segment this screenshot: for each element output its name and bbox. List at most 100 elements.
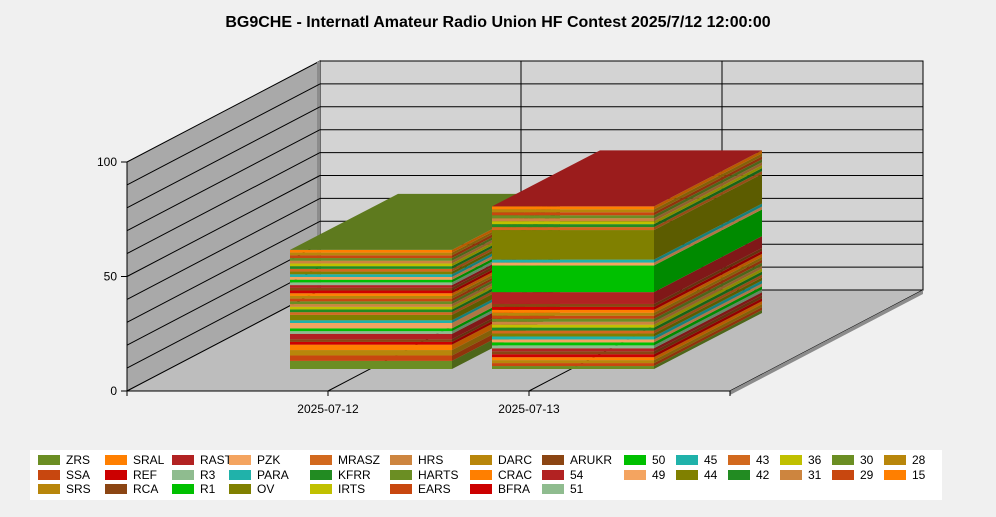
bar-side-HARTS — [654, 262, 762, 322]
bar-segment-49 — [492, 262, 654, 266]
legend-swatch — [728, 455, 750, 465]
bar-segment-BFRA — [290, 290, 452, 294]
bar-segment-15 — [290, 249, 452, 253]
bar-side-50 — [654, 209, 762, 293]
legend-label: HARTS — [418, 467, 459, 482]
legend-label: 42 — [756, 467, 770, 482]
bar-segment-45 — [290, 274, 452, 277]
legend-swatch — [676, 455, 698, 465]
bar-segment-ZRS — [290, 360, 452, 369]
x-tick-label: 2025-07-13 — [498, 402, 560, 416]
bar-segment-29 — [290, 255, 452, 259]
legend-label: 49 — [652, 467, 666, 482]
legend-swatch — [38, 469, 60, 480]
legend-label: R3 — [200, 467, 216, 482]
legend-label: 36 — [808, 453, 822, 467]
bar-side-EARS — [654, 259, 762, 319]
bar-segment-SRS — [290, 350, 452, 356]
legend-label: SRAL — [133, 453, 165, 467]
bar-segment-50 — [290, 279, 452, 283]
bar-side-44 — [654, 174, 762, 260]
bar-segment-31 — [290, 260, 452, 264]
bar-side-OV — [654, 277, 762, 337]
legend-swatch — [676, 469, 698, 480]
legend-swatch — [780, 455, 802, 465]
legend-label: EARS — [418, 482, 451, 496]
chart-3d-stacked-bar: 0 50 100 2025-07-12 2025-07-13 — [97, 60, 924, 416]
gridline-left — [126, 129, 321, 232]
legend-swatch — [542, 484, 564, 494]
legend-swatch — [105, 455, 127, 465]
bar-side-IRTS — [654, 268, 762, 328]
bar-segment-31 — [492, 218, 654, 222]
legend-label: PZK — [257, 453, 281, 467]
bar-segment-30 — [492, 215, 654, 219]
bar-segment-HARTS — [290, 301, 452, 305]
bar-side-R3 — [654, 289, 762, 349]
bar-segment-49 — [290, 276, 452, 280]
bar-segment-43 — [492, 227, 654, 231]
bar-side-SSA — [654, 307, 762, 367]
bar-segment-KFRR — [492, 327, 654, 331]
bar-side-45 — [654, 203, 762, 263]
gridline-left — [126, 175, 321, 277]
x-tick-label: 2025-07-12 — [297, 402, 359, 416]
bar-side-RAST — [654, 292, 762, 352]
legend-swatch — [470, 469, 492, 480]
legend-swatch — [542, 455, 564, 465]
bar-segment-R1 — [290, 328, 452, 332]
bar-segment-ARUKR — [290, 287, 452, 291]
bar-segment-PZK — [492, 339, 654, 343]
bar-segment-IRTS — [290, 306, 452, 310]
bar-side-HRS — [654, 265, 762, 325]
bar-side-28 — [654, 153, 762, 213]
bar-segment-PARA — [492, 336, 654, 340]
legend-label: ZRS — [66, 453, 90, 467]
bar-segment-36 — [290, 263, 452, 267]
bar-segment-SRS — [492, 360, 654, 364]
y-tick-label: 0 — [110, 384, 117, 398]
bar-side-49 — [654, 206, 762, 266]
legend-label: PARA — [257, 467, 289, 482]
bar-segment-HRS — [290, 304, 452, 307]
gridline-left — [126, 197, 321, 300]
legend-label: 31 — [808, 467, 822, 482]
bar-side-43 — [654, 171, 762, 231]
bar-side-RCA — [654, 295, 762, 355]
bar-side-SRS — [654, 304, 762, 364]
legend-swatch — [390, 484, 412, 494]
legend-label: MRASZ — [338, 453, 380, 467]
legend-swatch — [390, 469, 412, 480]
legend-swatch — [38, 484, 60, 494]
legend-swatch — [229, 455, 251, 465]
bar-segment-DARC — [492, 312, 654, 316]
legend-label: 28 — [912, 453, 926, 467]
legend-swatch — [884, 455, 906, 465]
bar-segment-OV — [492, 333, 654, 337]
legend-swatch — [310, 484, 332, 494]
legend-label: 29 — [860, 467, 874, 482]
bar-segment-REF — [492, 354, 654, 358]
bar-segment-15 — [492, 206, 654, 210]
legend-swatch — [390, 455, 412, 465]
bar-segment-SSA — [290, 355, 452, 361]
chart-legend: ZRS SSA SRS SRAL REF RCA RAST R3 R1 PZK PARA OV MRAS… — [30, 450, 942, 500]
bar-side-BFRA — [654, 250, 762, 310]
bar-side-54 — [654, 236, 762, 304]
bar-segment-R3 — [492, 345, 654, 349]
gridline-left — [126, 220, 321, 323]
bar-segment-OV — [290, 314, 452, 321]
bar-segment-RCA — [492, 351, 654, 355]
bar-side-29 — [654, 156, 762, 216]
legend-label: 44 — [704, 467, 718, 482]
bar-segment-44 — [290, 271, 452, 275]
legend-label: HRS — [418, 453, 444, 467]
legend-swatch — [542, 469, 564, 480]
legend-label: RCA — [133, 482, 159, 496]
legend-label: 15 — [912, 467, 926, 482]
legend-label: KFRR — [338, 467, 371, 482]
legend-swatch — [470, 484, 492, 494]
bar-segment-EARS — [290, 298, 452, 302]
bar-segment-SSA — [492, 363, 654, 367]
bar-segment-29 — [492, 212, 654, 216]
